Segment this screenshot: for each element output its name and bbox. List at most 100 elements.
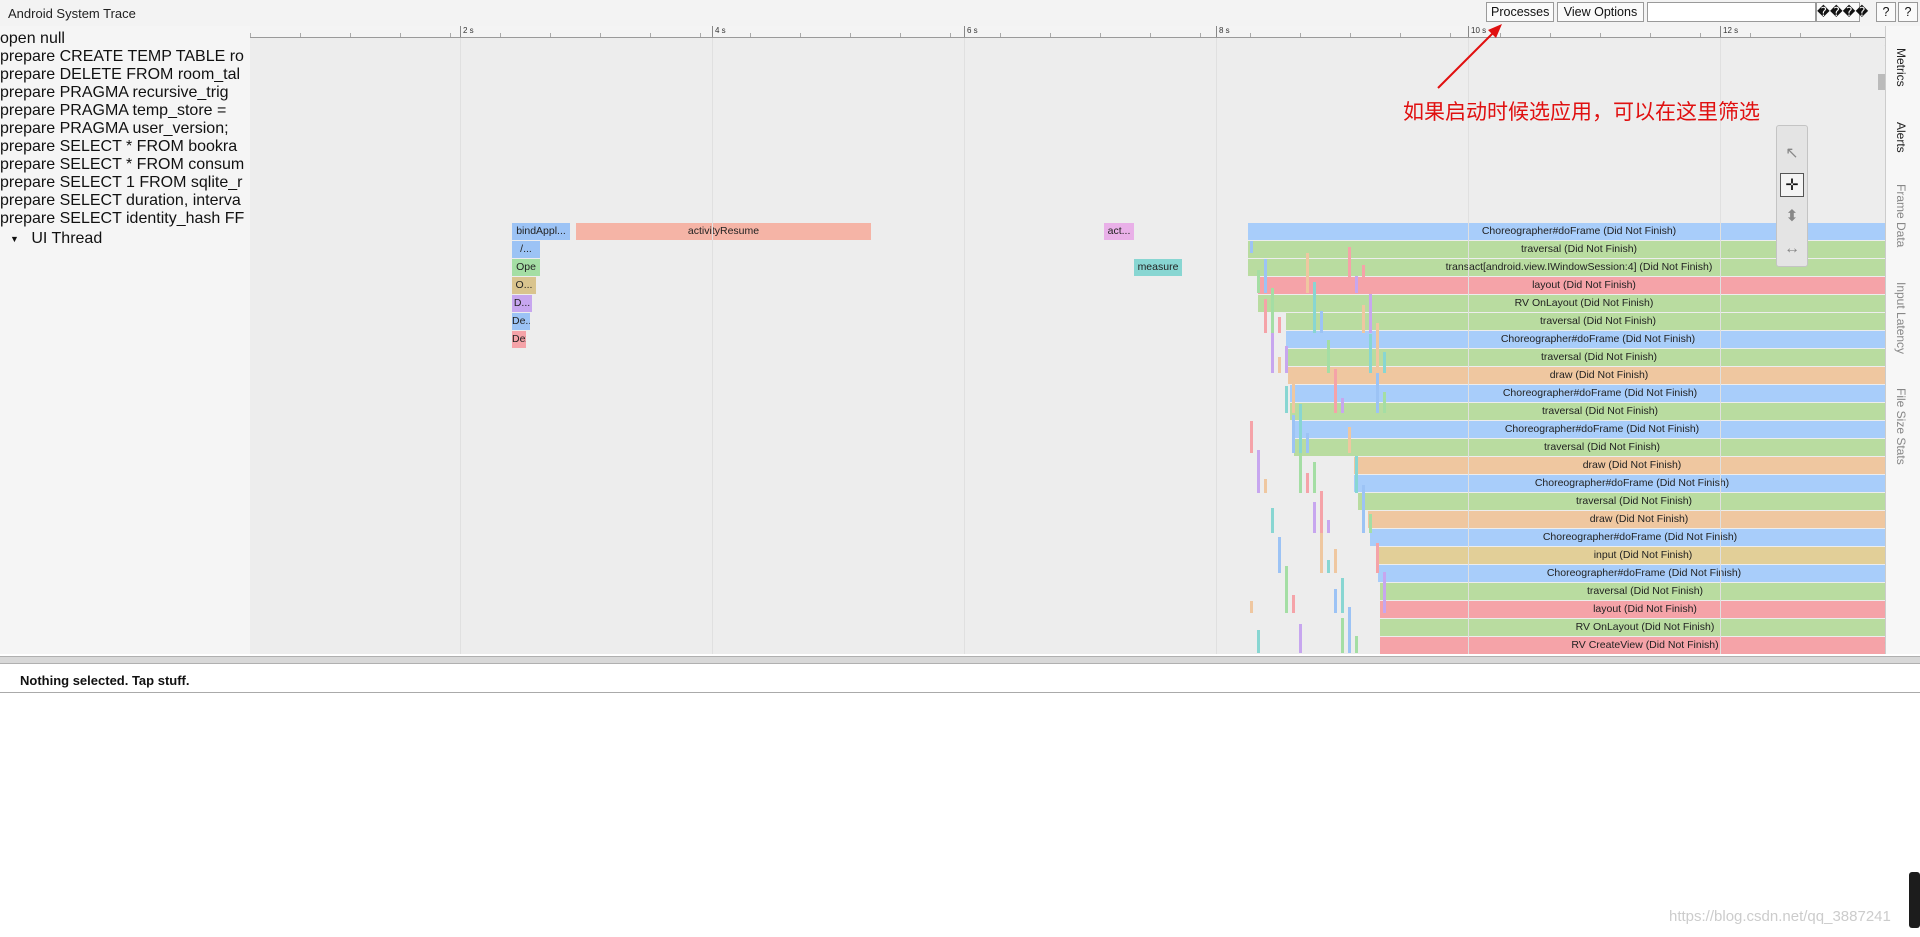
side-tabs-panel: Metrics Alerts Frame Data Input Latency … [1885, 26, 1920, 654]
trace-sliver [1327, 520, 1330, 533]
ruler-minor-tick [950, 33, 951, 37]
trace-slice[interactable]: Choreographer#doFrame (Did Not Finish) [1294, 421, 1885, 438]
trace-sliver [1341, 578, 1344, 613]
trace-sliver [1327, 340, 1330, 373]
ruler-tick [1216, 26, 1217, 37]
ruler-tick [964, 26, 965, 37]
trace-slice[interactable]: traversal (Did Not Finish) [1358, 493, 1885, 510]
ruler-minor-tick [550, 33, 551, 37]
trace-slice[interactable]: O... [512, 277, 536, 294]
ruler-minor-tick [300, 33, 301, 37]
tab-alerts[interactable]: Alerts [1894, 122, 1908, 153]
trace-slice[interactable]: layout (Did Not Finish) [1380, 601, 1885, 618]
trace-slice[interactable]: /... [512, 241, 540, 258]
trace-sliver [1299, 624, 1302, 653]
ruler-tick-label: 6 s [967, 26, 978, 35]
track-label: open null [0, 30, 65, 47]
ui-thread-header[interactable]: ▼ UI Thread [10, 230, 102, 248]
trace-slice[interactable]: RV OnLayout (Did Not Finish) [1258, 295, 1885, 312]
zoom-tool-icon[interactable]: ⬍ [1785, 208, 1799, 225]
help-button[interactable]: ? [1876, 2, 1896, 22]
trace-slice[interactable]: traversal (Did Not Finish) [1286, 313, 1885, 330]
time-ruler[interactable]: 2 s 4 s 6 s 8 s 10 s 12 s [250, 26, 1885, 38]
grid-line [1216, 38, 1217, 654]
scrollbar-thumb[interactable] [1878, 74, 1887, 90]
select-tool-icon[interactable]: ↖ [1785, 145, 1799, 162]
expand-toggle-icon[interactable]: ▼ [10, 233, 19, 244]
trace-slice[interactable]: De... [512, 313, 530, 330]
trace-sliver [1334, 369, 1337, 413]
trace-slice[interactable]: traversal (Did Not Finish) [1294, 439, 1885, 456]
track-sidebar: open null prepare CREATE TEMP TABLE ro p… [0, 26, 251, 654]
trace-slice[interactable]: draw (Did Not Finish) [1368, 511, 1885, 528]
trace-slice[interactable]: RV CreateView (Did Not Finish) [1380, 637, 1885, 654]
trace-slice[interactable]: Choreographer#doFrame (Did Not Finish) [1290, 385, 1885, 402]
trace-slice[interactable]: layout (Did Not Finish) [1258, 277, 1885, 294]
trace-slice[interactable]: Choreographer#doFrame (Did Not Finish) [1370, 529, 1885, 546]
trace-slice[interactable]: act... [1104, 223, 1134, 240]
trace-slice[interactable]: measure [1134, 259, 1182, 276]
ruler-minor-tick [1450, 33, 1451, 37]
trace-slice[interactable]: transact[android.view.IWindowSession:4] … [1248, 259, 1885, 276]
trace-slice[interactable]: traversal (Did Not Finish) [1248, 241, 1885, 258]
app-title: Android System Trace [8, 6, 136, 21]
track-label: prepare SELECT duration, interva [0, 192, 241, 209]
trace-sliver [1376, 543, 1379, 573]
panel-splitter[interactable] [0, 656, 1920, 664]
tab-frame-data[interactable]: Frame Data [1894, 184, 1908, 248]
trace-slice[interactable]: draw (Did Not Finish) [1354, 457, 1885, 474]
tab-input-latency[interactable]: Input Latency [1894, 282, 1908, 355]
trace-sliver [1362, 265, 1365, 293]
timeline-area[interactable]: 2 s 4 s 6 s 8 s 10 s 12 s bindAppl... activity… [250, 26, 1885, 654]
trace-sliver [1376, 323, 1379, 373]
tab-metrics[interactable]: Metrics [1894, 48, 1908, 87]
trace-sliver [1362, 305, 1365, 333]
track-label: prepare SELECT * FROM bookra [0, 138, 238, 155]
side-indicator [1909, 872, 1920, 928]
trace-sliver [1285, 566, 1288, 613]
trace-slice[interactable]: traversal (Did Not Finish) [1288, 349, 1885, 366]
view-options-button[interactable]: View Options [1557, 2, 1644, 22]
ruler-minor-tick [500, 33, 501, 37]
help-secondary-button[interactable]: ? [1898, 2, 1918, 22]
garbled-button[interactable]: ���� [1816, 2, 1868, 22]
search-input[interactable] [1647, 2, 1816, 22]
ruler-minor-tick [450, 33, 451, 37]
trace-slice[interactable]: Dex [512, 331, 526, 348]
track-label: prepare SELECT 1 FROM sqlite_r [0, 174, 243, 191]
trace-sliver [1306, 473, 1309, 493]
pan-tool-icon[interactable]: ✛ [1780, 173, 1804, 197]
trace-sliver [1355, 636, 1358, 653]
ruler-tick [712, 26, 713, 37]
ruler-tick [1468, 26, 1469, 37]
ruler-minor-tick [1800, 33, 1801, 37]
trace-slice[interactable]: Choreographer#doFrame (Did Not Finish) [1354, 475, 1885, 492]
trace-slice[interactable]: draw (Did Not Finish) [1288, 367, 1885, 384]
trace-slice[interactable]: activityResume [576, 223, 871, 240]
trace-slice[interactable]: D... [512, 295, 532, 312]
trace-slice[interactable]: input (Did Not Finish) [1376, 547, 1885, 564]
processes-button[interactable]: Processes [1486, 2, 1554, 22]
tab-file-size-stats[interactable]: File Size Stats [1894, 388, 1908, 465]
trace-slice[interactable]: traversal (Did Not Finish) [1380, 583, 1885, 600]
trace-slice[interactable]: Choreographer#doFrame (Did Not Finish) [1378, 565, 1885, 582]
ruler-tick-label: 12 s [1723, 26, 1739, 35]
grid-line [1468, 38, 1469, 654]
trace-slice[interactable]: Choreographer#doFrame (Did Not Finish) [1286, 331, 1885, 348]
trace-sliver [1250, 241, 1253, 253]
trace-sliver [1264, 479, 1267, 493]
trace-slice[interactable]: traversal (Did Not Finish) [1290, 403, 1885, 420]
trace-sliver [1369, 294, 1372, 333]
ruler-minor-tick [1500, 33, 1501, 37]
trace-slice[interactable]: Ope [512, 259, 540, 276]
track-label: prepare SELECT * FROM consum [0, 156, 244, 173]
trace-slice[interactable]: bindAppl... [512, 223, 570, 240]
trace-slice[interactable]: RV OnLayout (Did Not Finish) [1380, 619, 1885, 636]
track-label: prepare PRAGMA user_version; [0, 120, 229, 137]
trace-slice[interactable]: Choreographer#doFrame (Did Not Finish) [1248, 223, 1885, 240]
trace-sliver [1383, 352, 1386, 373]
annotation-arrow-icon [1437, 24, 1502, 89]
timing-tool-icon[interactable]: ↔ [1784, 240, 1800, 257]
trace-sliver [1320, 491, 1323, 533]
trace-sliver [1348, 427, 1351, 453]
